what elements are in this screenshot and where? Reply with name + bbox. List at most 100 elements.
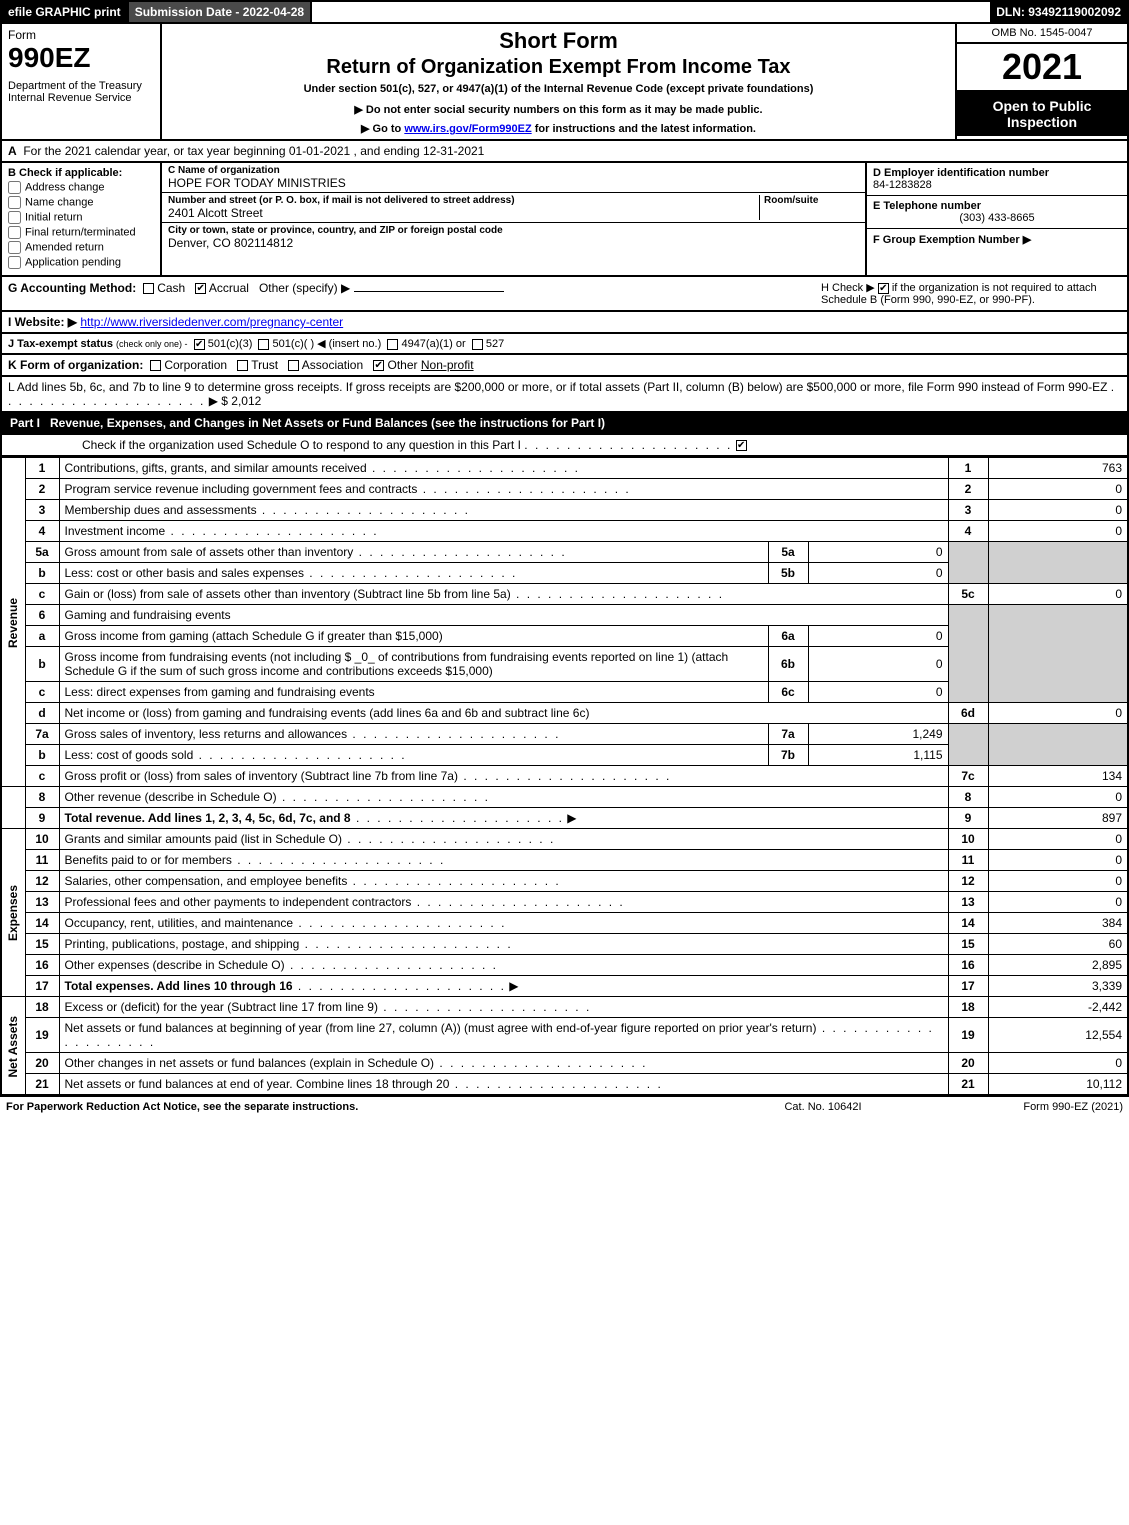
header-right: OMB No. 1545-0047 2021 Open to Public In… xyxy=(957,24,1127,139)
line-4-desc: Investment income xyxy=(65,524,166,538)
line-5ab-ref-shade xyxy=(948,542,988,584)
line-14-val: 384 xyxy=(988,913,1128,934)
form-subtitle-1: Under section 501(c), 527, or 4947(a)(1)… xyxy=(170,83,947,95)
g-cash-label: Cash xyxy=(157,281,185,295)
line-18-val: -2,442 xyxy=(988,997,1128,1018)
short-form-title: Short Form xyxy=(170,28,947,54)
row-g-h: G Accounting Method: Cash Accrual Other … xyxy=(0,277,1129,312)
line-2-val: 0 xyxy=(988,479,1128,500)
j-501c-box[interactable] xyxy=(258,339,269,350)
chk-address-change-box[interactable] xyxy=(8,181,21,194)
line-6c-sval: 0 xyxy=(808,682,948,703)
line-5b-desc: Less: cost or other basis and sales expe… xyxy=(65,566,304,580)
dots-icon xyxy=(342,832,555,846)
dots-icon xyxy=(293,979,506,993)
line-7ab-ref-shade xyxy=(948,724,988,766)
chk-amended-return-box[interactable] xyxy=(8,241,21,254)
line-6c-num: c xyxy=(25,682,59,703)
k-corp-label: Corporation xyxy=(164,358,227,372)
chk-initial-return-box[interactable] xyxy=(8,211,21,224)
line-12-num: 12 xyxy=(25,871,59,892)
line-3-val: 0 xyxy=(988,500,1128,521)
line-4: 4 Investment income 4 0 xyxy=(1,521,1128,542)
line-13-val: 0 xyxy=(988,892,1128,913)
dots-icon xyxy=(411,895,624,909)
line-13-ref: 13 xyxy=(948,892,988,913)
g-other-input[interactable] xyxy=(354,291,504,292)
i-website-link[interactable]: http://www.riversidedenver.com/pregnancy… xyxy=(80,315,343,329)
j-501c3-box[interactable] xyxy=(194,339,205,350)
line-2-ref: 2 xyxy=(948,479,988,500)
h-schedule-b: H Check ▶ if the organization is not req… xyxy=(821,281,1121,306)
chk-application-pending[interactable]: Application pending xyxy=(8,256,154,269)
k-other-box[interactable] xyxy=(373,360,384,371)
k-corp-box[interactable] xyxy=(150,360,161,371)
k-trust-box[interactable] xyxy=(237,360,248,371)
g-accrual-label: Accrual xyxy=(209,281,249,295)
line-6d-ref: 6d xyxy=(948,703,988,724)
line-6-desc: Gaming and fundraising events xyxy=(59,605,948,626)
chk-initial-return[interactable]: Initial return xyxy=(8,211,154,224)
line-6-val-shade xyxy=(988,605,1128,703)
l-arrow: ▶ $ xyxy=(209,394,228,408)
submission-date: Submission Date - 2022-04-28 xyxy=(129,2,312,22)
j-527-box[interactable] xyxy=(472,339,483,350)
line-7a-sref: 7a xyxy=(768,724,808,745)
line-6-ref-shade xyxy=(948,605,988,703)
line-5a-desc: Gross amount from sale of assets other t… xyxy=(65,545,354,559)
line-10-desc: Grants and similar amounts paid (list in… xyxy=(65,832,342,846)
chk-name-change-box[interactable] xyxy=(8,196,21,209)
dots-icon xyxy=(293,916,506,930)
k-assoc-label: Association xyxy=(302,358,363,372)
omb-number: OMB No. 1545-0047 xyxy=(957,24,1127,44)
header-center: Short Form Return of Organization Exempt… xyxy=(162,24,957,139)
footer-center: Cat. No. 10642I xyxy=(723,1101,923,1113)
line-5c-val: 0 xyxy=(988,584,1128,605)
dots-icon xyxy=(304,566,517,580)
chk-name-change[interactable]: Name change xyxy=(8,196,154,209)
d-ein-label: D Employer identification number xyxy=(873,167,1121,179)
part1-check-dots xyxy=(524,438,732,452)
page-footer: For Paperwork Reduction Act Notice, see … xyxy=(0,1096,1129,1117)
line-9: 9 Total revenue. Add lines 1, 2, 3, 4, 5… xyxy=(1,808,1128,829)
line-17-num: 17 xyxy=(25,976,59,997)
g-accrual-box[interactable] xyxy=(195,283,206,294)
line-3-num: 3 xyxy=(25,500,59,521)
chk-final-return[interactable]: Final return/terminated xyxy=(8,226,154,239)
part1-check-line: Check if the organization used Schedule … xyxy=(0,435,1129,457)
irs-link[interactable]: www.irs.gov/Form990EZ xyxy=(404,123,531,135)
chk-application-pending-box[interactable] xyxy=(8,256,21,269)
chk-final-return-box[interactable] xyxy=(8,226,21,239)
line-6c-sref: 6c xyxy=(768,682,808,703)
line-11-desc: Benefits paid to or for members xyxy=(65,853,232,867)
line-11-num: 11 xyxy=(25,850,59,871)
line-2-num: 2 xyxy=(25,479,59,500)
line-2-desc: Program service revenue including govern… xyxy=(65,482,418,496)
line-21-ref: 21 xyxy=(948,1074,988,1096)
h-checkbox[interactable] xyxy=(878,283,889,294)
chk-address-change[interactable]: Address change xyxy=(8,181,154,194)
footer-left: For Paperwork Reduction Act Notice, see … xyxy=(6,1101,723,1113)
k-assoc-box[interactable] xyxy=(288,360,299,371)
chk-application-pending-label: Application pending xyxy=(25,256,121,268)
line-4-num: 4 xyxy=(25,521,59,542)
line-5a: 5a Gross amount from sale of assets othe… xyxy=(1,542,1128,563)
efile-print-label[interactable]: efile GRAPHIC print xyxy=(2,2,129,22)
line-5c-ref: 5c xyxy=(948,584,988,605)
form-header: Form 990EZ Department of the Treasury In… xyxy=(0,24,1129,141)
j-4947-box[interactable] xyxy=(387,339,398,350)
open-to-public: Open to Public Inspection xyxy=(957,92,1127,136)
line-7a-desc: Gross sales of inventory, less returns a… xyxy=(65,727,348,741)
line-6a-desc: Gross income from gaming (attach Schedul… xyxy=(59,626,768,647)
g-label: G Accounting Method: xyxy=(8,281,136,295)
line-18-ref: 18 xyxy=(948,997,988,1018)
dots-icon xyxy=(347,874,560,888)
part1-schedule-o-checkbox[interactable] xyxy=(736,440,747,451)
col-def: D Employer identification number 84-1283… xyxy=(867,163,1127,275)
line-1: Revenue 1 Contributions, gifts, grants, … xyxy=(1,458,1128,479)
line-12: 12 Salaries, other compensation, and emp… xyxy=(1,871,1128,892)
line-16: 16 Other expenses (describe in Schedule … xyxy=(1,955,1128,976)
h-text1: H Check ▶ xyxy=(821,282,875,294)
chk-amended-return[interactable]: Amended return xyxy=(8,241,154,254)
g-cash-box[interactable] xyxy=(143,283,154,294)
